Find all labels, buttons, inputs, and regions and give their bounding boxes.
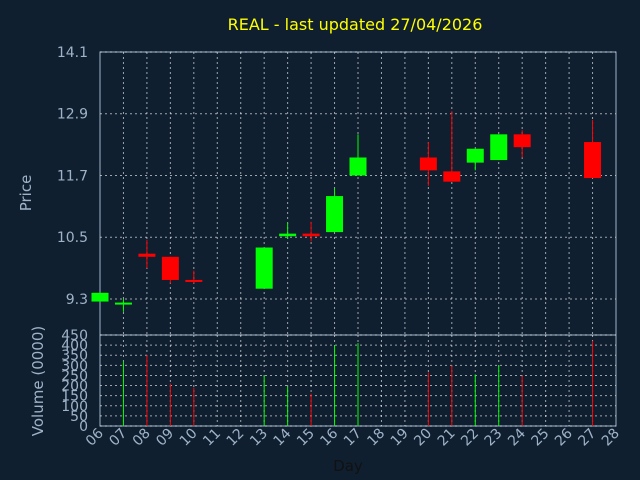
x-tick-label: 08 bbox=[130, 426, 154, 450]
candle-body bbox=[466, 148, 484, 163]
candle-body bbox=[161, 256, 179, 280]
candle-body bbox=[490, 134, 508, 161]
x-axis-label: Day bbox=[333, 457, 363, 475]
volume-y-tick-label: 0 bbox=[79, 419, 88, 435]
x-tick-label: 18 bbox=[364, 426, 388, 450]
x-tick-label: 14 bbox=[271, 425, 295, 449]
x-tick-label: 26 bbox=[552, 425, 576, 449]
candle-body bbox=[255, 247, 273, 289]
x-tick-label: 21 bbox=[435, 426, 459, 450]
price-grid bbox=[100, 51, 616, 335]
x-ticks: 06 07 08 09 10 11 12 13 14 15 16 17 18 19 20 21 22 23 24 25… bbox=[83, 425, 623, 449]
candle-body bbox=[584, 142, 602, 179]
candle-body bbox=[443, 171, 461, 182]
price-y-ticks: 14.1 12.9 11.7 10.5 9.3 bbox=[57, 45, 88, 308]
x-tick-label: 28 bbox=[599, 426, 623, 450]
x-tick-label: 10 bbox=[177, 426, 201, 450]
volume-y-tick-label: 100 bbox=[61, 399, 88, 415]
candle-body bbox=[513, 134, 531, 148]
volume-y-tick-label: 250 bbox=[61, 368, 88, 384]
candle-body bbox=[279, 233, 297, 237]
candle-body bbox=[185, 279, 203, 282]
price-y-tick-label: 11.7 bbox=[57, 168, 88, 184]
volume-y-tick-label: 400 bbox=[61, 338, 88, 354]
x-tick-label: 16 bbox=[317, 425, 341, 449]
volume-y-tick-label: 300 bbox=[61, 358, 88, 374]
candle-body bbox=[419, 157, 437, 171]
x-tick-label: 13 bbox=[247, 426, 271, 450]
x-tick-label: 07 bbox=[106, 426, 130, 450]
x-tick-label: 11 bbox=[200, 426, 224, 450]
price-axis-label: Price bbox=[17, 175, 35, 212]
x-tick-label: 19 bbox=[388, 426, 412, 450]
volume-y-tick-label: 150 bbox=[61, 389, 88, 405]
volume-y-tick-label: 450 bbox=[61, 328, 88, 344]
volume-bars bbox=[122, 341, 594, 426]
candle-body bbox=[349, 157, 367, 176]
x-tick-label: 24 bbox=[505, 425, 529, 449]
price-y-tick-label: 12.9 bbox=[57, 107, 88, 123]
x-tick-label: 15 bbox=[294, 426, 318, 450]
x-tick-label: 23 bbox=[482, 426, 506, 450]
x-tick-label: 17 bbox=[341, 426, 365, 450]
candle-body bbox=[302, 233, 320, 237]
price-y-tick-label: 10.5 bbox=[57, 230, 88, 246]
volume-grid bbox=[100, 334, 616, 427]
candle-body bbox=[91, 292, 109, 302]
price-y-tick-label: 14.1 bbox=[57, 45, 88, 61]
x-tick-label: 22 bbox=[458, 426, 482, 450]
price-y-tick-label: 9.3 bbox=[66, 292, 88, 308]
x-tick-label: 20 bbox=[411, 426, 435, 450]
chart-title: REAL - last updated 27/04/2026 bbox=[228, 15, 483, 34]
volume-axis-label: Volume (0000) bbox=[29, 326, 47, 436]
candle-body bbox=[326, 196, 344, 233]
volume-y-tick-label: 50 bbox=[70, 409, 88, 425]
x-tick-label: 27 bbox=[575, 426, 599, 450]
volume-y-tick-label: 200 bbox=[61, 379, 88, 395]
candle-body bbox=[138, 253, 156, 257]
candle-body bbox=[114, 302, 132, 305]
volume-y-tick-label: 350 bbox=[61, 348, 88, 364]
candles bbox=[91, 111, 602, 312]
x-tick-label: 25 bbox=[529, 426, 553, 450]
x-tick-label: 12 bbox=[224, 426, 248, 450]
x-tick-label: 09 bbox=[153, 426, 177, 450]
